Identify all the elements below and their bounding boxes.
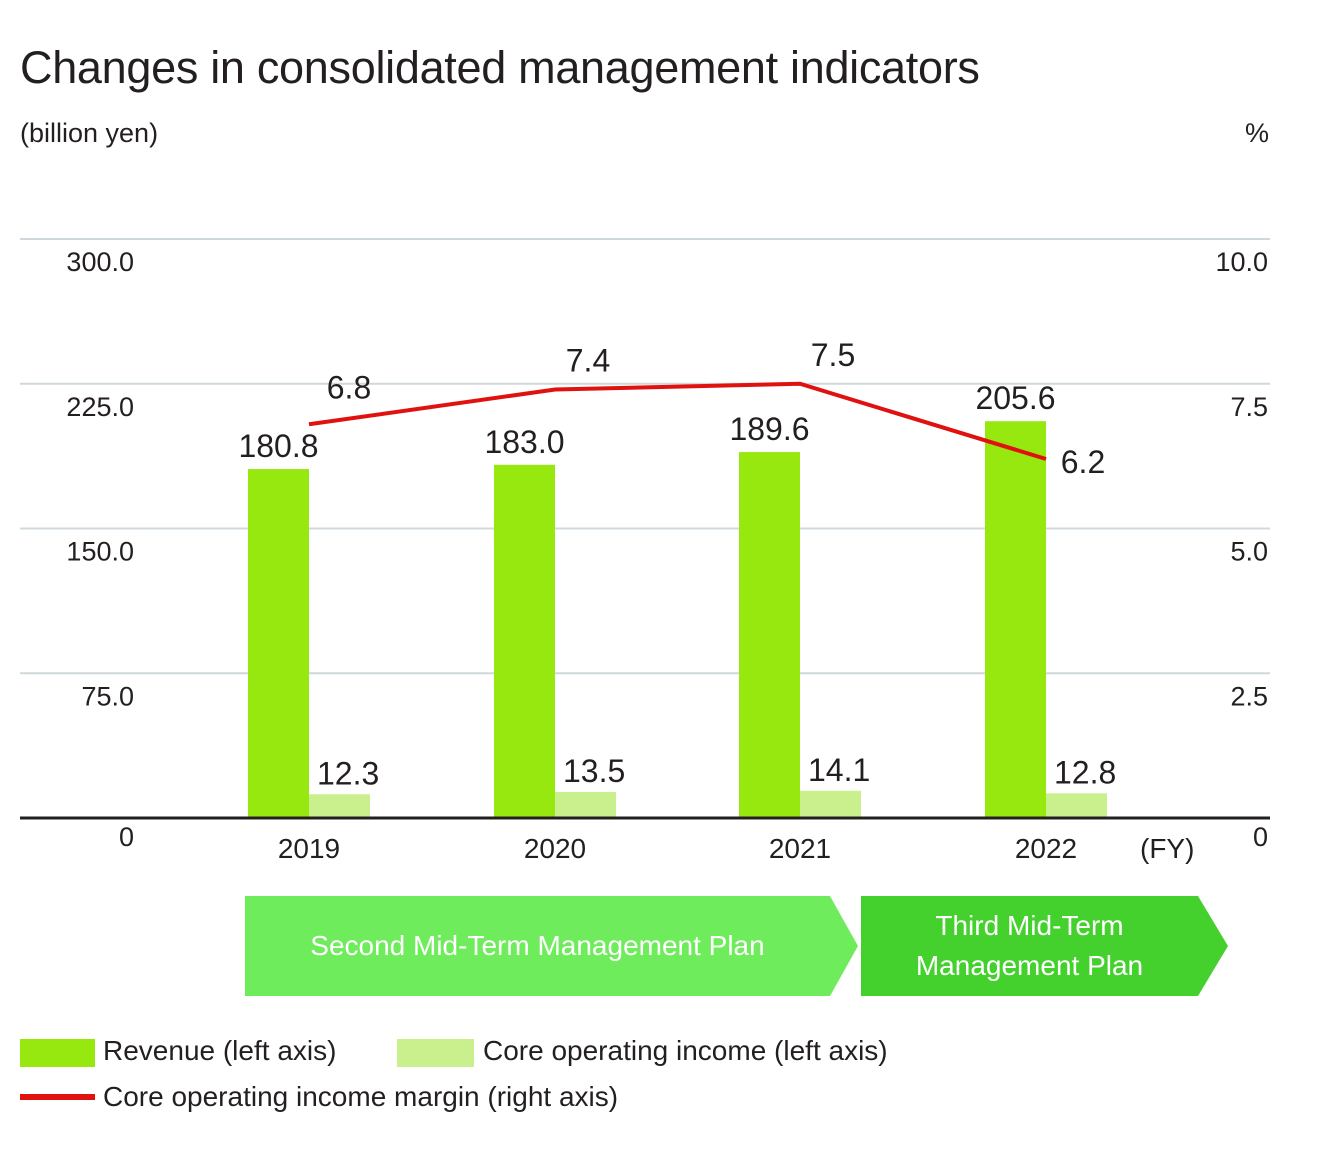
x-tick-label: 2021 — [769, 833, 831, 864]
x-tick-label: 2022 — [1015, 833, 1077, 864]
second-plan-label: Second Mid-Term Management Plan — [310, 930, 765, 961]
revenue-value-label: 183.0 — [484, 424, 564, 460]
chart-title: Changes in consolidated management indic… — [20, 42, 980, 93]
revenue-bar — [248, 469, 309, 818]
x-tick-label: 2020 — [524, 833, 586, 864]
right-tick-label: 0 — [1253, 822, 1268, 852]
margin-value-label: 6.2 — [1061, 444, 1105, 480]
legend-label-core-income: Core operating income (left axis) — [483, 1035, 888, 1066]
core-income-value-label: 14.1 — [808, 752, 870, 788]
revenue-value-label: 205.6 — [975, 380, 1055, 416]
left-tick-label: 0 — [119, 822, 134, 852]
core-income-bar — [309, 794, 370, 818]
left-tick-label: 150.0 — [66, 537, 134, 567]
right-tick-label: 5.0 — [1230, 537, 1268, 567]
right-tick-label: 7.5 — [1230, 392, 1268, 422]
left-axis-unit: (billion yen) — [20, 118, 159, 148]
legend-label-margin: Core operating income margin (right axis… — [103, 1081, 619, 1112]
x-tick-label: 2019 — [278, 833, 340, 864]
core-income-value-label: 12.3 — [317, 755, 379, 791]
left-tick-label: 75.0 — [81, 681, 134, 711]
third-plan-label: Third Mid-Term Management Plan — [915, 910, 1144, 981]
right-tick-label: 10.0 — [1215, 247, 1268, 277]
legend-swatch-revenue — [20, 1039, 95, 1067]
core-income-bar — [800, 790, 861, 818]
core-income-bar — [1046, 793, 1107, 818]
revenue-bar — [494, 464, 555, 818]
right-axis-unit: % — [1244, 118, 1269, 148]
margin-line — [308, 381, 1047, 461]
combo-chart: 0 75.0 150.0 225.0 300.0 0 2.5 5.0 7.5 10.0 180.8 1… — [20, 238, 1270, 864]
legend-swatch-margin — [20, 1094, 95, 1100]
margin-value-label: 7.5 — [811, 337, 855, 373]
right-tick-label: 2.5 — [1230, 681, 1268, 711]
core-income-bar — [555, 791, 616, 818]
legend-swatch-core-income — [397, 1039, 474, 1067]
revenue-bar — [985, 421, 1046, 818]
margin-value-label: 6.8 — [327, 369, 371, 405]
revenue-value-label: 180.8 — [238, 428, 318, 464]
x-axis-unit: (FY) — [1140, 833, 1194, 864]
revenue-bar — [739, 452, 800, 818]
margin-value-label: 7.4 — [566, 343, 610, 379]
left-tick-label: 300.0 — [66, 247, 134, 277]
core-income-value-label: 12.8 — [1054, 754, 1116, 790]
legend-label-revenue: Revenue (left axis) — [103, 1035, 337, 1066]
core-income-value-label: 13.5 — [563, 753, 625, 789]
left-tick-label: 225.0 — [66, 392, 134, 422]
revenue-value-label: 189.6 — [729, 411, 809, 447]
